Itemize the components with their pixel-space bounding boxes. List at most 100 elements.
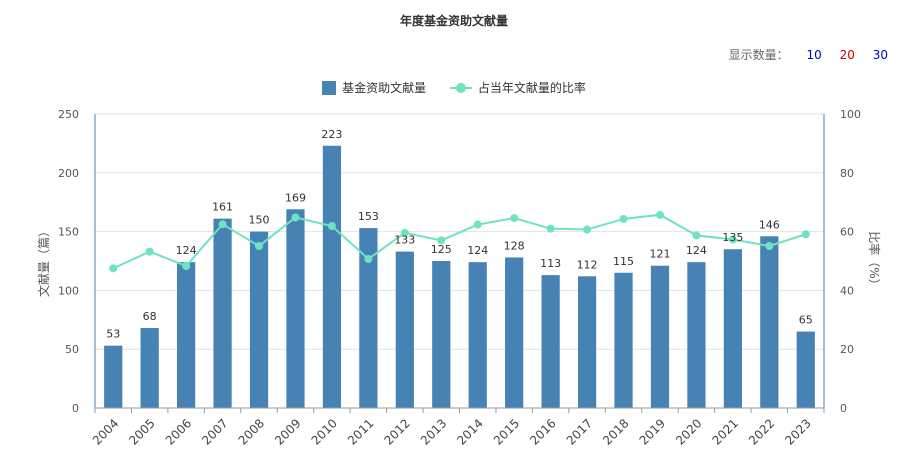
line-point[interactable] bbox=[473, 220, 482, 229]
y2-tick-label: 20 bbox=[840, 343, 854, 356]
line-point[interactable] bbox=[692, 231, 701, 240]
y-tick-label: 200 bbox=[58, 167, 79, 180]
bar[interactable] bbox=[177, 262, 196, 408]
bar[interactable] bbox=[140, 328, 159, 408]
bar-value-label: 150 bbox=[249, 214, 270, 227]
y-tick-label: 150 bbox=[58, 226, 79, 239]
bar-value-label: 115 bbox=[613, 255, 634, 268]
line-point[interactable] bbox=[583, 225, 592, 234]
line-point[interactable] bbox=[619, 214, 628, 223]
display-count-option-10[interactable]: 10 bbox=[806, 48, 822, 62]
line-point[interactable] bbox=[655, 210, 664, 219]
data-labels: 53 68 124 161 150 169 223 153 133 125 124 128 113 112… bbox=[106, 128, 813, 341]
bar[interactable] bbox=[322, 145, 342, 408]
legend-bar-swatch bbox=[322, 80, 337, 95]
bar[interactable] bbox=[104, 345, 123, 408]
line-point[interactable] bbox=[728, 235, 737, 244]
bar-value-label: 146 bbox=[759, 218, 780, 231]
line-point[interactable] bbox=[327, 222, 336, 231]
line-point[interactable] bbox=[109, 264, 118, 273]
line-point[interactable] bbox=[145, 247, 154, 256]
line-point[interactable] bbox=[364, 254, 373, 263]
legend-bar-label: 基金资助文献量 bbox=[342, 81, 427, 95]
bar[interactable] bbox=[650, 265, 670, 408]
bar-value-label: 124 bbox=[467, 244, 488, 257]
display-count-option-30[interactable]: 30 bbox=[872, 48, 888, 62]
x-tick-label: 2022 bbox=[746, 416, 777, 447]
line-point[interactable] bbox=[546, 224, 555, 233]
line-point[interactable] bbox=[765, 242, 774, 251]
x-tick-label: 2019 bbox=[637, 416, 668, 447]
bar[interactable] bbox=[796, 331, 815, 408]
y-tick-label: 100 bbox=[58, 284, 79, 297]
legend-item-bar[interactable]: 基金资助文献量 bbox=[322, 79, 426, 96]
bar-value-label: 153 bbox=[358, 210, 379, 223]
line-point[interactable] bbox=[291, 213, 300, 222]
line-point[interactable] bbox=[801, 230, 810, 239]
y2-tick-label: 100 bbox=[840, 108, 861, 121]
y2-tick-label: 0 bbox=[840, 402, 847, 415]
x-tick-label: 2008 bbox=[236, 416, 267, 447]
legend-item-line[interactable]: 占当年文献量的比率 bbox=[449, 79, 586, 96]
legend-line-label: 占当年文献量的比率 bbox=[477, 81, 586, 95]
chart-legend: 基金资助文献量 占当年文献量的比率 bbox=[0, 79, 908, 98]
x-tick-label: 2006 bbox=[163, 416, 194, 447]
line-point[interactable] bbox=[182, 261, 191, 270]
bar[interactable] bbox=[760, 236, 779, 408]
line-point[interactable] bbox=[255, 242, 264, 251]
bar[interactable] bbox=[614, 272, 633, 408]
line-point[interactable] bbox=[437, 236, 446, 245]
bar-value-label: 121 bbox=[649, 248, 670, 261]
bar[interactable] bbox=[395, 251, 414, 408]
legend-line-swatch bbox=[449, 81, 472, 95]
bar[interactable] bbox=[541, 275, 560, 408]
y2-tick-label: 40 bbox=[840, 284, 854, 297]
x-tick-label: 2005 bbox=[126, 416, 157, 447]
x-tick-label: 2013 bbox=[418, 416, 449, 447]
x-tick-label: 2014 bbox=[454, 416, 485, 447]
bar[interactable] bbox=[249, 231, 269, 408]
y-tick-label: 250 bbox=[58, 108, 79, 121]
display-count-option-20[interactable]: 20 bbox=[839, 48, 855, 62]
bar-value-label: 125 bbox=[431, 243, 452, 256]
bar-value-label: 112 bbox=[577, 258, 598, 271]
display-count-control: 显示数量： 10 20 30 bbox=[729, 46, 888, 63]
x-tick-label: 2010 bbox=[309, 416, 340, 447]
bar-series bbox=[104, 145, 815, 408]
line-series bbox=[109, 210, 810, 273]
bar[interactable] bbox=[213, 218, 232, 408]
y2-axis-label: 比率（%） bbox=[867, 231, 882, 290]
bar-value-label: 135 bbox=[722, 231, 743, 244]
x-tick-label: 2020 bbox=[673, 416, 704, 447]
line-path bbox=[112, 213, 807, 270]
x-tick-label: 2018 bbox=[600, 416, 631, 447]
line-point[interactable] bbox=[400, 228, 409, 237]
x-tick-label: 2007 bbox=[199, 416, 230, 447]
bar-value-label: 53 bbox=[106, 328, 120, 341]
y-tick-label: 0 bbox=[72, 402, 79, 415]
bar[interactable] bbox=[359, 228, 378, 408]
bar-value-label: 169 bbox=[285, 191, 306, 204]
x-tick-label: 2017 bbox=[564, 416, 595, 447]
y2-tick-label: 80 bbox=[840, 167, 854, 180]
x-tick-label: 2021 bbox=[709, 416, 740, 447]
bar[interactable] bbox=[286, 209, 305, 408]
bar[interactable] bbox=[577, 276, 597, 408]
line-point[interactable] bbox=[218, 220, 227, 229]
bar[interactable] bbox=[505, 257, 524, 408]
bar[interactable] bbox=[687, 262, 706, 408]
x-tick-label: 2004 bbox=[90, 416, 121, 447]
y-axis-label: 文献量（篇） bbox=[36, 225, 51, 297]
bar[interactable] bbox=[723, 249, 742, 408]
x-tick-label: 2016 bbox=[527, 416, 558, 447]
bar-value-label: 133 bbox=[394, 234, 415, 247]
bar-value-label: 124 bbox=[686, 244, 707, 257]
bar-value-label: 128 bbox=[504, 239, 525, 252]
bar[interactable] bbox=[432, 261, 451, 408]
line-point[interactable] bbox=[510, 214, 519, 223]
x-tick-label: 2011 bbox=[345, 416, 376, 447]
x-tick-label: 2012 bbox=[381, 416, 412, 447]
bar-value-label: 65 bbox=[799, 314, 813, 327]
bar[interactable] bbox=[468, 262, 487, 408]
